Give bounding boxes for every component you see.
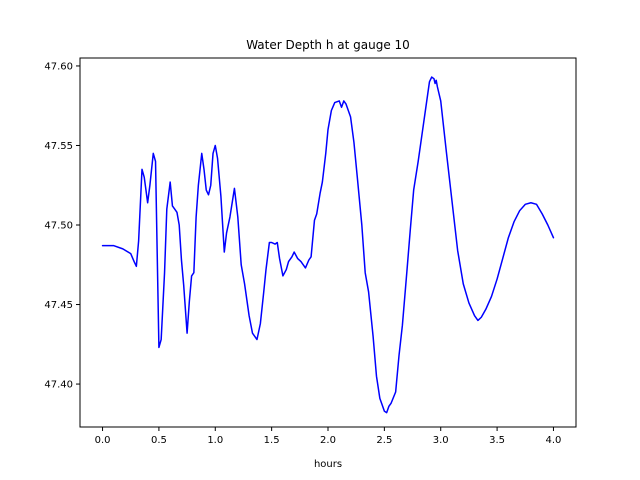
y-tick-label: 47.50 [44, 221, 73, 232]
x-tick-label: 0.5 [151, 435, 167, 446]
x-tick-label: 1.5 [264, 435, 280, 446]
x-tick-label: 3.5 [489, 435, 505, 446]
y-tick-label: 47.55 [44, 141, 73, 152]
x-axis-label: hours [314, 459, 342, 470]
plot-area [101, 76, 555, 414]
y-tick-label: 47.45 [44, 300, 73, 311]
chart-title: Water Depth h at gauge 10 [246, 38, 410, 52]
x-tick-label: 4.0 [546, 435, 562, 446]
x-axis: 0.0 0.5 1.0 1.5 2.0 2.5 3.0 3.5 4.0 [95, 427, 562, 446]
y-tick-label: 47.40 [44, 380, 73, 391]
x-tick-label: 0.0 [95, 435, 111, 446]
axes-frame [79, 57, 577, 428]
y-axis: 47.40 47.45 47.50 47.55 47.60 [44, 61, 80, 391]
x-tick-label: 2.0 [320, 435, 336, 446]
x-tick-label: 1.0 [207, 435, 223, 446]
series-line [101, 76, 555, 414]
x-tick-label: 2.5 [376, 435, 392, 446]
y-tick-label: 47.60 [44, 61, 73, 72]
x-tick-label: 3.0 [433, 435, 449, 446]
